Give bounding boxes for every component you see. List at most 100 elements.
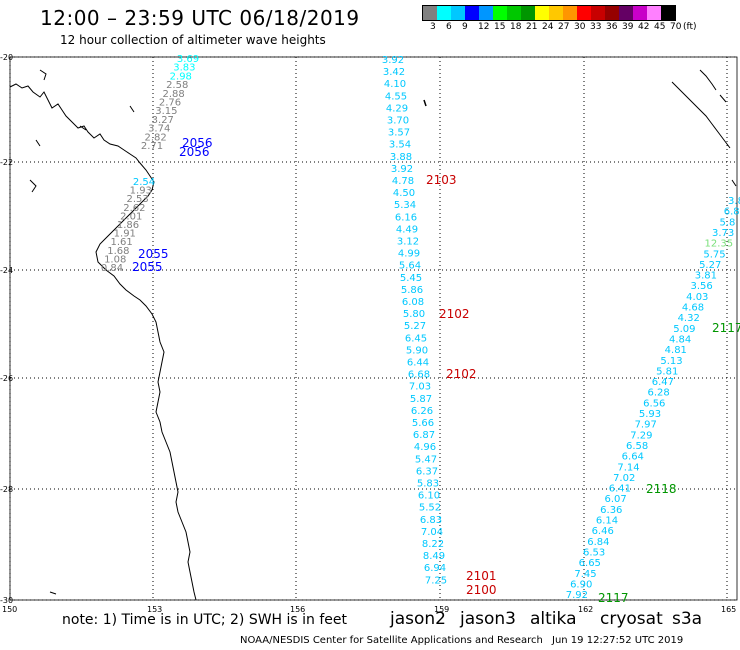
legend-swatch-9: [549, 6, 563, 20]
legend-swatch-3: [465, 6, 479, 20]
swh-value: 4.32: [678, 313, 700, 324]
swh-value: 7.04: [421, 527, 443, 538]
swh-value: 4.03: [686, 292, 708, 303]
legend-label: 15: [494, 22, 506, 32]
coastline-new-caledonia: [671, 81, 731, 149]
swh-value: 7.92: [566, 590, 588, 601]
lat-label: -30: [0, 596, 13, 605]
legend-label: 36: [606, 22, 618, 32]
swh-value: 5.8: [719, 217, 735, 228]
swh-value: 4.81: [665, 345, 687, 356]
legend-label: 18: [510, 22, 522, 32]
pass-time-label: 2102: [439, 307, 470, 321]
color-legend: [422, 5, 676, 21]
swh-value: 6.58: [626, 441, 648, 452]
legend-swatch-14: [619, 6, 633, 20]
swh-value: 4.55: [385, 91, 407, 102]
swh-value: 3.70: [387, 116, 409, 127]
swh-value: 6.94: [424, 563, 446, 574]
legend-label: 27: [558, 22, 570, 32]
legend-swatch-10: [563, 6, 577, 20]
page-title: 12:00 – 23:59 UTC 06/18/2019: [40, 6, 360, 30]
swh-value: 6.37: [416, 466, 438, 477]
swh-value: 6.83: [420, 515, 442, 526]
swh-value: 6.14: [596, 516, 618, 527]
swh-value: 5.27: [699, 260, 721, 271]
swh-value: 7.25: [425, 575, 447, 586]
swh-value: 3.15: [155, 106, 177, 117]
swh-value: 4.96: [414, 442, 436, 453]
legend-label: 33: [590, 22, 602, 32]
swh-value: 2.58: [166, 80, 188, 91]
swh-value: 5.34: [394, 200, 416, 211]
swh-value: 2.88: [162, 89, 184, 100]
pass-time-label: 2101: [466, 569, 497, 583]
swh-value: 6.87: [413, 430, 435, 441]
swh-value: 1.93: [130, 186, 152, 197]
swh-value: 3.73: [712, 228, 734, 239]
pass-time-label: 2100: [466, 583, 497, 597]
pass-time-label: 2056: [182, 136, 213, 150]
swh-value: 4.10: [384, 79, 406, 90]
swh-value: 6.07: [604, 494, 626, 505]
pass-time-label: 2055: [132, 260, 163, 274]
legend-label: (ft): [683, 22, 697, 32]
pass-time-label: 2055: [138, 247, 169, 261]
page-subtitle: 12 hour collection of altimeter wave hei…: [60, 33, 326, 47]
satellite-jason2-label: jason2: [390, 609, 446, 629]
swh-value: 6.46: [592, 526, 614, 537]
swh-value: 6.44: [407, 358, 429, 369]
swh-value: 3.92: [382, 55, 404, 66]
island-outline: [731, 179, 737, 187]
lon-label: 156: [290, 605, 305, 614]
swh-value: 4.99: [398, 249, 420, 260]
swh-value: 6.65: [579, 558, 601, 569]
swh-value: 4.78: [392, 176, 414, 187]
swh-value: 8.22: [422, 539, 444, 550]
swh-value: 5.45: [400, 273, 422, 284]
swh-value: 6.41: [609, 484, 631, 495]
legend-label: 9: [462, 22, 468, 32]
swh-value: 6.08: [402, 297, 424, 308]
swh-value: 5.87: [410, 394, 432, 405]
satellite-cryosat-label: cryosat: [600, 609, 663, 629]
legend-swatch-11: [577, 6, 591, 20]
swh-value: 3.54: [389, 140, 411, 151]
swh-value: 5.81: [656, 366, 678, 377]
credit-text: NOAA/NESDIS Center for Satellite Applica…: [240, 635, 543, 646]
swh-value: 5.13: [660, 356, 682, 367]
swh-value: 6.47: [652, 377, 674, 388]
legend-swatch-5: [493, 6, 507, 20]
lat-label: -26: [0, 374, 13, 383]
swh-value: 12.35: [704, 239, 733, 250]
legend-label: 6: [446, 22, 452, 32]
lat-label: -20: [0, 53, 13, 62]
swh-value: 6.36: [600, 505, 622, 516]
swh-value: 6.53: [583, 547, 605, 558]
swh-value: 6.28: [647, 388, 669, 399]
swh-value: 1.86: [117, 220, 139, 231]
swh-value: 5.75: [703, 249, 725, 260]
map-frame: [9, 56, 738, 601]
swh-value: 7.14: [617, 462, 639, 473]
legend-swatch-1: [437, 6, 451, 20]
pass-time-label: 2118: [646, 482, 677, 496]
legend-label: 30: [574, 22, 586, 32]
legend-label: 70: [670, 22, 682, 32]
swh-value: 3.27: [152, 115, 174, 126]
swh-value: 6.10: [418, 491, 440, 502]
lon-label: 150: [2, 605, 17, 614]
swh-value: 3.8: [728, 196, 740, 207]
pass-time-label: 2103: [426, 173, 457, 187]
swh-value: 5.86: [401, 285, 423, 296]
swh-value: 5.66: [412, 418, 434, 429]
generated-timestamp: Jun 19 12:27:52 UTC 2019: [552, 635, 684, 646]
swh-value: 6.90: [570, 579, 592, 590]
swh-value: 2.53: [126, 194, 148, 205]
swh-value: 7.45: [574, 569, 596, 580]
swh-value: 4.84: [669, 334, 691, 345]
swh-value: 3.57: [388, 128, 410, 139]
swh-value: 7.02: [613, 473, 635, 484]
swh-value: 2.62: [123, 203, 145, 214]
